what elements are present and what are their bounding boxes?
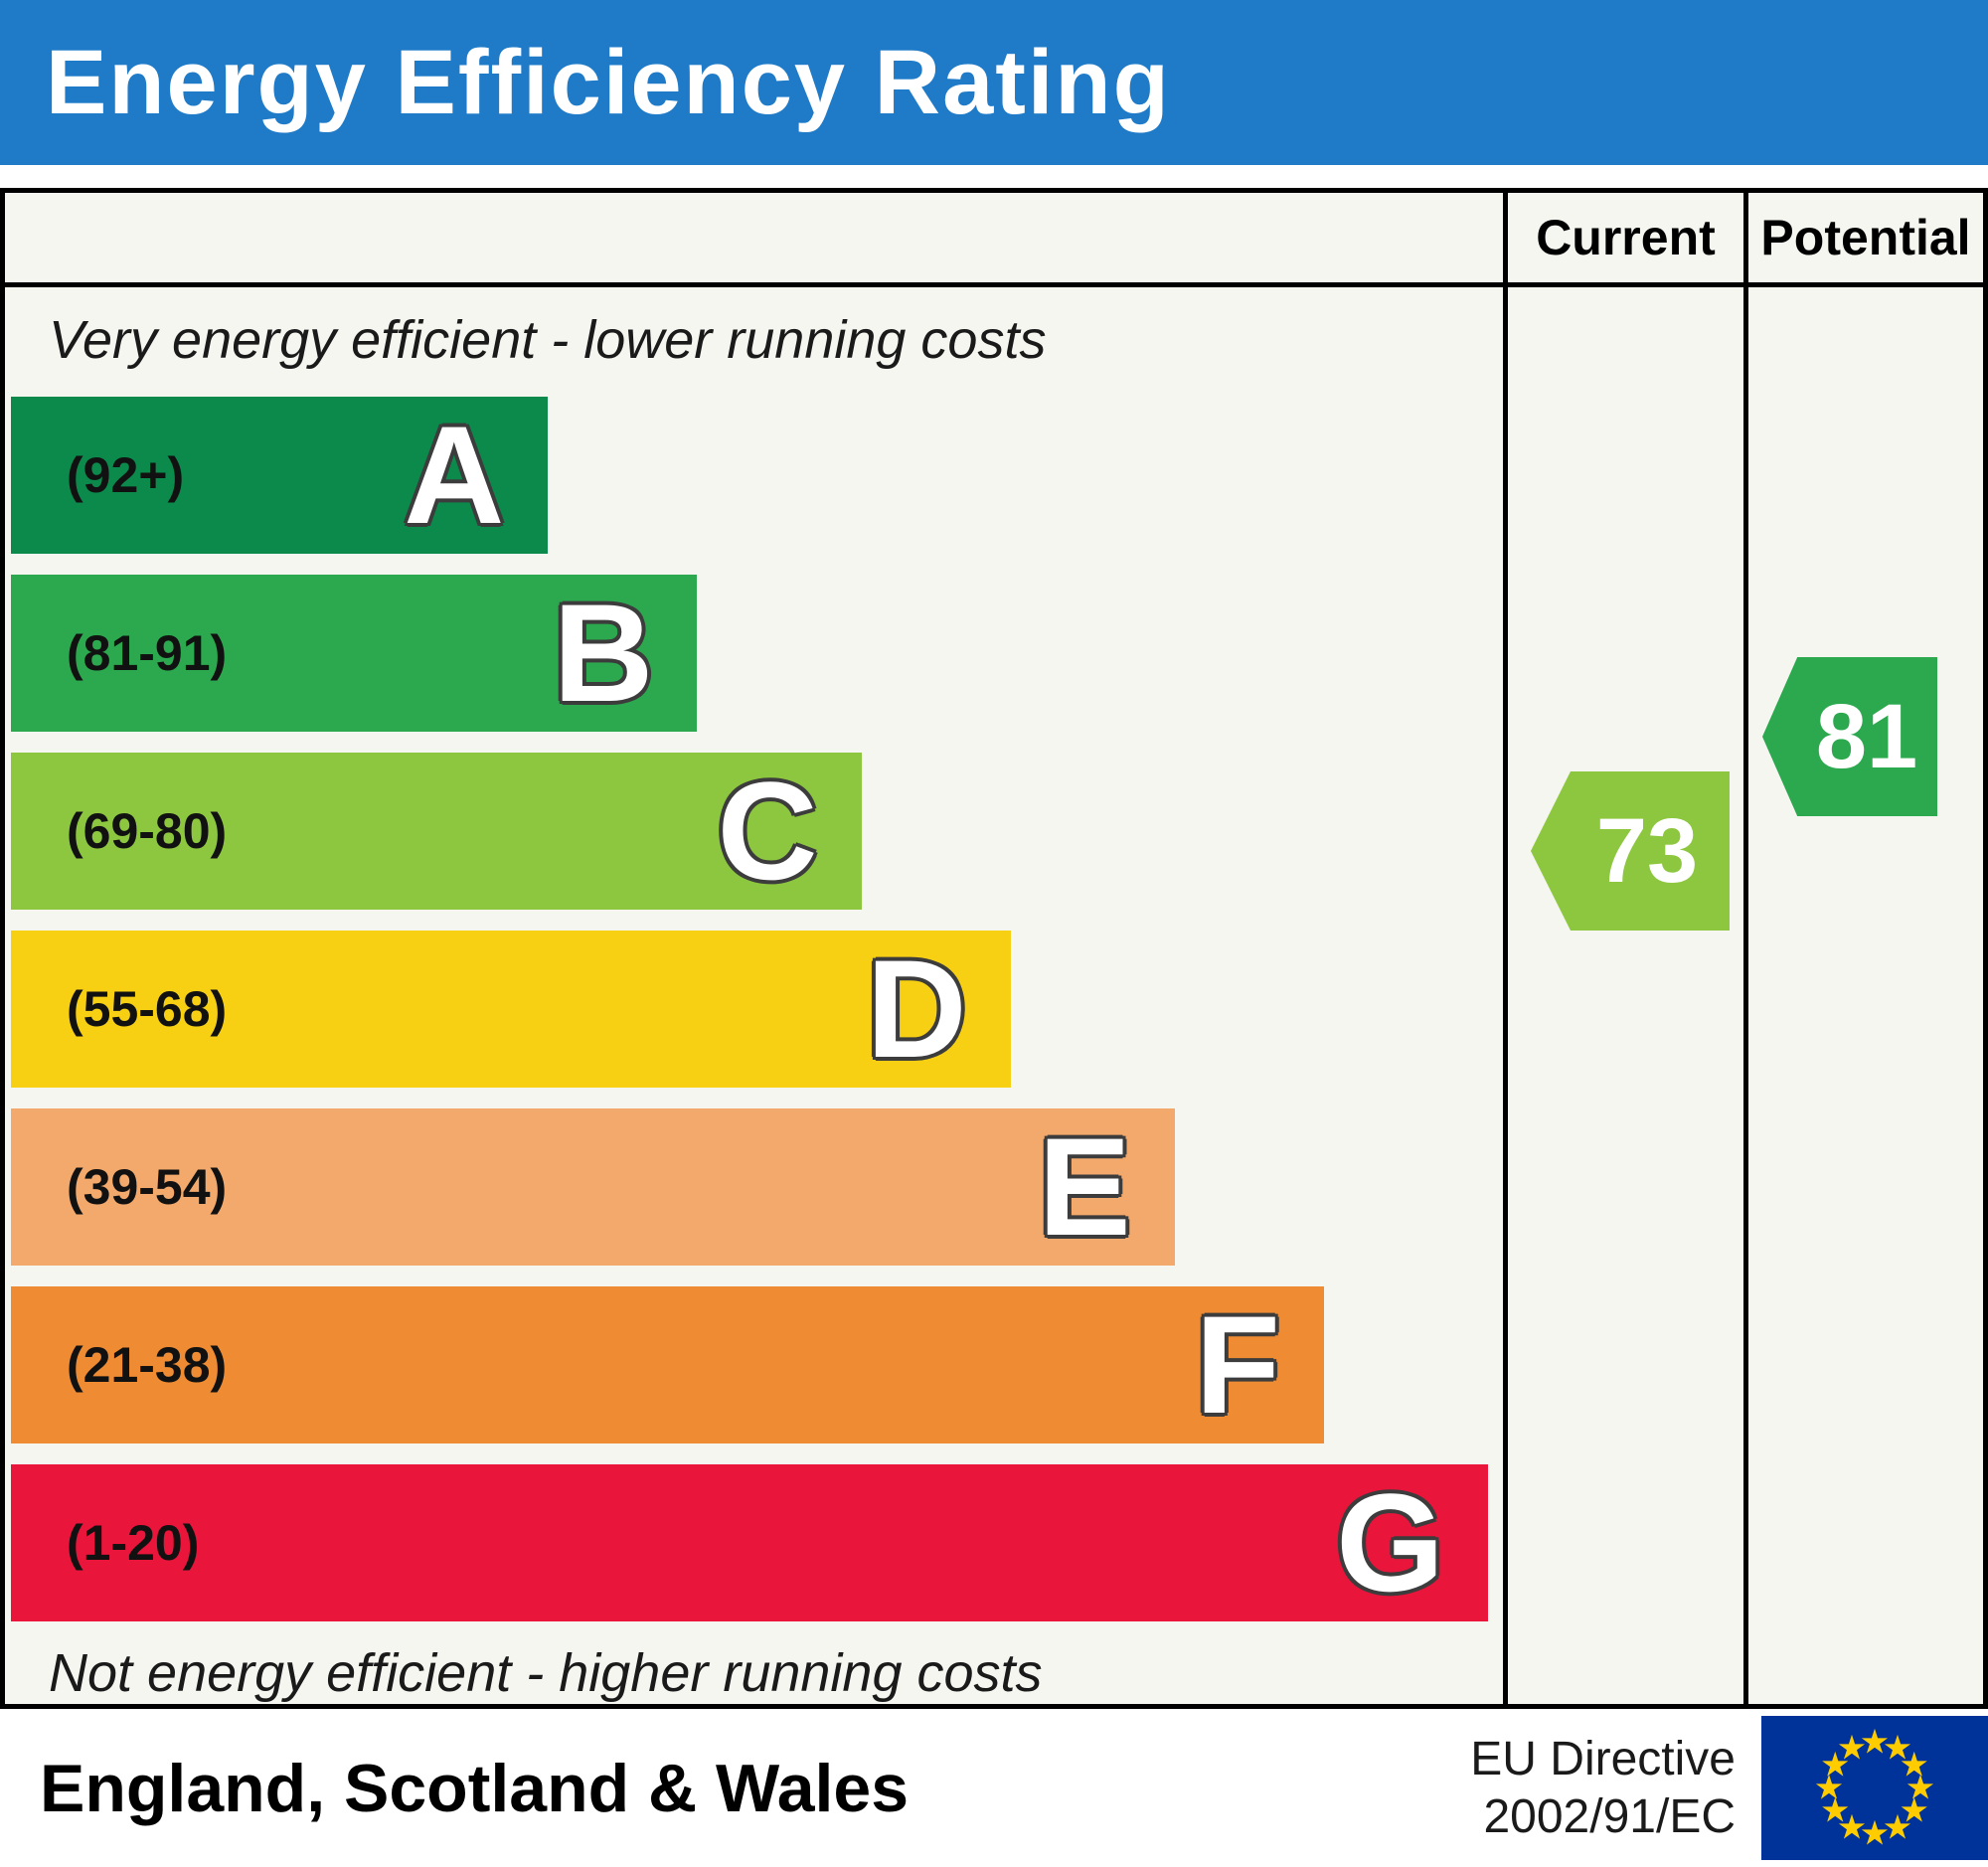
svg-text:★: ★ (1883, 1807, 1912, 1847)
band-row-b: (81-91) B (11, 575, 1503, 732)
caption-inefficient: Not energy efficient - higher running co… (49, 1643, 1043, 1703)
band-bar-d: (55-68) D (11, 931, 1011, 1088)
band-row-c: (69-80) C (11, 753, 1503, 910)
rating-table: Current Potential Very energy efficient … (0, 188, 1988, 1709)
band-letter: F (1195, 1286, 1280, 1443)
band-letter: D (866, 931, 967, 1087)
band-range: (21-38) (67, 1337, 228, 1393)
chart-header-spacer (5, 193, 1503, 287)
svg-text:★: ★ (1814, 1769, 1844, 1808)
band-range: (1-20) (67, 1515, 200, 1571)
band-letter: G (1336, 1464, 1444, 1620)
band-row-f: (21-38) F (11, 1286, 1503, 1443)
band-letter: B (553, 575, 654, 731)
footer: England, Scotland & Wales EU Directive 2… (0, 1709, 1988, 1867)
potential-column-header: Potential (1743, 193, 1983, 287)
rating-bands: (92+) A (81-91) B (69-80) C (11, 397, 1503, 1621)
band-bar-f: (21-38) F (11, 1286, 1324, 1443)
eu-directive-line2: 2002/91/EC (1483, 1789, 1736, 1843)
eu-directive-line1: EU Directive (1470, 1732, 1736, 1785)
svg-text:★: ★ (1837, 1729, 1867, 1769)
current-column: 73 (1503, 287, 1743, 1704)
band-bar-a: (92+) A (11, 397, 549, 554)
band-range: (92+) (67, 447, 185, 503)
svg-text:★: ★ (1905, 1769, 1935, 1808)
potential-rating-value: 81 (1815, 685, 1918, 787)
potential-column: 81 (1743, 287, 1983, 1704)
rating-chart: Very energy efficient - lower running co… (5, 287, 1503, 1704)
eu-flag-stars: ★ ★ ★ ★ ★ ★ ★ ★ ★ ★ ★ ★ (1814, 1723, 1935, 1854)
band-row-d: (55-68) D (11, 931, 1503, 1088)
svg-text:★: ★ (1820, 1746, 1850, 1785)
band-bar-c: (69-80) C (11, 753, 862, 910)
eu-directive-label: EU Directive 2002/91/EC (1470, 1731, 1736, 1845)
svg-text:★: ★ (1900, 1791, 1929, 1831)
band-range: (69-80) (67, 803, 228, 859)
svg-text:★: ★ (1860, 1723, 1890, 1763)
eu-flag-field (1761, 1716, 1988, 1860)
band-bar-g: (1-20) G (11, 1464, 1488, 1621)
band-bar-e: (39-54) E (11, 1108, 1175, 1266)
band-bar-b: (81-91) B (11, 575, 698, 732)
svg-text:★: ★ (1837, 1807, 1867, 1847)
eu-flag-icon: ★ ★ ★ ★ ★ ★ ★ ★ ★ ★ ★ ★ (1761, 1716, 1988, 1860)
band-letter: A (404, 397, 505, 553)
current-column-header: Current (1503, 193, 1743, 287)
band-letter: C (717, 753, 818, 909)
band-range: (55-68) (67, 981, 228, 1037)
band-row-g: (1-20) G (11, 1464, 1503, 1621)
band-letter: E (1038, 1108, 1131, 1265)
current-rating-pointer: 73 (1531, 771, 1730, 931)
svg-text:★: ★ (1860, 1814, 1890, 1854)
header-banner: Energy Efficiency Rating (0, 0, 1988, 165)
svg-text:★: ★ (1900, 1746, 1929, 1785)
band-range: (81-91) (67, 625, 228, 681)
potential-rating-pointer: 81 (1762, 657, 1937, 816)
band-row-a: (92+) A (11, 397, 1503, 554)
caption-efficient: Very energy efficient - lower running co… (49, 310, 1047, 370)
svg-text:★: ★ (1820, 1791, 1850, 1831)
page-title: Energy Efficiency Rating (46, 31, 1171, 133)
band-range: (39-54) (67, 1159, 228, 1215)
svg-text:★: ★ (1883, 1729, 1912, 1769)
region-label: England, Scotland & Wales (40, 1750, 910, 1826)
current-rating-value: 73 (1595, 799, 1699, 902)
band-row-e: (39-54) E (11, 1108, 1503, 1266)
